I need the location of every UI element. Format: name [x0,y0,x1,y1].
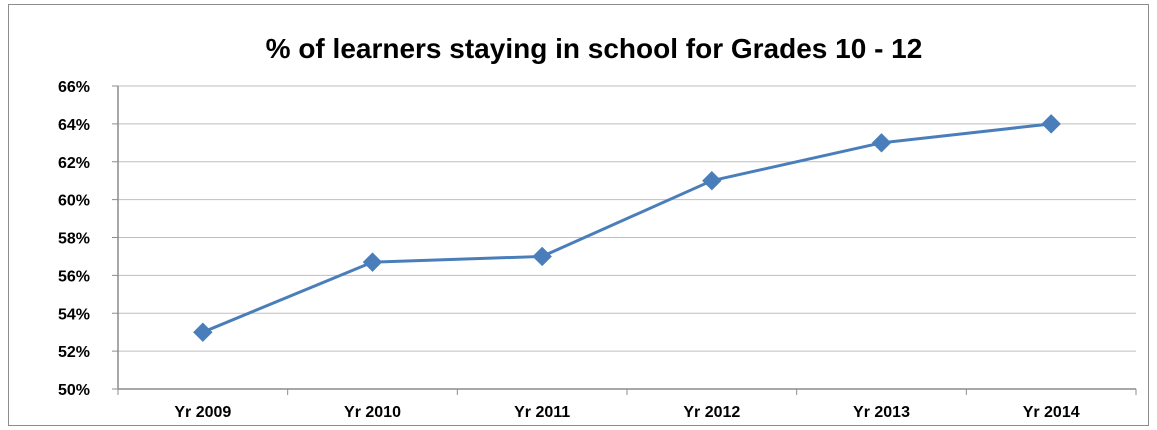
y-axis-ticks: 50% 52% 54% 56% 58% 60% 62% 64% 66% [58,79,118,399]
y-tick-label: 58% [58,231,90,248]
y-tick-label: 64% [58,117,90,134]
data-point-marker [362,252,383,272]
x-tick-label: Yr 2009 [174,404,231,421]
y-tick-label: 52% [58,344,90,361]
y-tick-label: 62% [58,155,90,172]
y-tick-label: 66% [58,79,90,96]
x-axis-ticks: Yr 2009 Yr 2010 Yr 2011 Yr 2012 Yr 2013 Yr 20… [117,389,1137,421]
data-point-marker [532,246,552,267]
data-point-marker [871,133,892,153]
series-line [202,122,1052,334]
x-tick-label: Yr 2011 [514,404,570,421]
x-tick-label: Yr 2014 [1023,404,1080,421]
series-group [193,114,1061,342]
y-tick-label: 54% [58,306,90,323]
data-point-marker [193,322,213,342]
data-point-marker [702,170,722,191]
x-tick-label: Yr 2013 [853,404,910,421]
y-tick-label: 50% [58,382,90,399]
x-tick-label: Yr 2010 [344,404,401,421]
x-tick-label: Yr 2012 [683,404,740,421]
chart-frame [8,4,1149,426]
y-tick-label: 60% [58,193,90,210]
y-tick-label: 56% [58,268,90,285]
gridlines [118,85,1136,352]
chart-title: % of learners staying in school for Grad… [266,33,923,64]
data-point-marker [1041,114,1061,134]
